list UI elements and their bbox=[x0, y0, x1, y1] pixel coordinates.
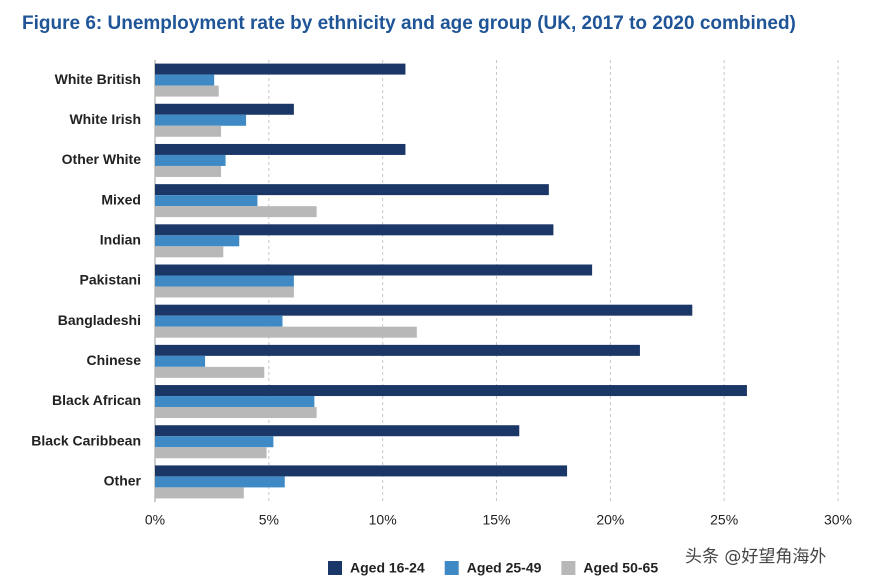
x-tick-label: 15% bbox=[482, 512, 510, 528]
bar bbox=[155, 85, 219, 97]
legend-label: Aged 16-24 bbox=[350, 560, 425, 576]
bar bbox=[155, 436, 274, 448]
bar bbox=[155, 304, 693, 316]
bar bbox=[155, 476, 285, 488]
bar bbox=[155, 165, 222, 177]
bar bbox=[155, 385, 747, 397]
bar bbox=[155, 366, 265, 378]
bar bbox=[155, 407, 317, 419]
legend-label: Aged 25-49 bbox=[467, 560, 542, 576]
bar bbox=[155, 143, 406, 155]
x-tick-label: 10% bbox=[369, 512, 397, 528]
x-tick-label: 20% bbox=[596, 512, 624, 528]
bar bbox=[155, 103, 294, 115]
watermark: 头条 @好望角海外 bbox=[685, 547, 826, 567]
y-tick-label: White British bbox=[55, 71, 141, 87]
legend-label: Aged 50-65 bbox=[583, 560, 658, 576]
y-tick-label: Chinese bbox=[87, 352, 142, 368]
bar bbox=[155, 154, 226, 166]
bar bbox=[155, 125, 222, 137]
bar bbox=[155, 264, 593, 276]
y-tick-label: Other bbox=[104, 473, 142, 489]
bar bbox=[155, 425, 520, 437]
y-tick-label: Black African bbox=[52, 392, 141, 408]
bar bbox=[155, 355, 206, 367]
bar bbox=[155, 447, 267, 459]
y-tick-label: Other White bbox=[62, 151, 142, 167]
bar bbox=[155, 275, 294, 287]
legend-swatch bbox=[561, 561, 576, 575]
bar bbox=[155, 195, 258, 207]
legend-swatch bbox=[444, 561, 459, 575]
x-tick-label: 25% bbox=[710, 512, 738, 528]
bar bbox=[155, 344, 640, 356]
bar bbox=[155, 326, 417, 338]
y-tick-label: Pakistani bbox=[80, 272, 141, 288]
bar bbox=[155, 246, 224, 258]
bar bbox=[155, 235, 240, 247]
x-tick-label: 5% bbox=[259, 512, 279, 528]
bar bbox=[155, 465, 568, 477]
bar bbox=[155, 487, 244, 499]
chart-title: Figure 6: Unemployment rate by ethnicity… bbox=[22, 13, 796, 34]
bar bbox=[155, 63, 406, 75]
legend-swatch bbox=[328, 561, 342, 575]
y-tick-label: Mixed bbox=[101, 191, 141, 207]
y-tick-label: Indian bbox=[100, 232, 141, 248]
bar bbox=[155, 74, 215, 86]
bar bbox=[155, 184, 549, 196]
x-tick-label: 30% bbox=[824, 512, 852, 528]
bar bbox=[155, 206, 317, 218]
y-tick-label: Bangladeshi bbox=[58, 312, 141, 328]
bar bbox=[155, 315, 283, 327]
bar bbox=[155, 114, 247, 126]
y-tick-label: White Irish bbox=[69, 111, 141, 127]
y-tick-label: Black Caribbean bbox=[31, 432, 141, 448]
bar bbox=[155, 224, 554, 236]
x-tick-label: 0% bbox=[145, 512, 165, 528]
bar bbox=[155, 286, 294, 298]
bar bbox=[155, 396, 315, 408]
